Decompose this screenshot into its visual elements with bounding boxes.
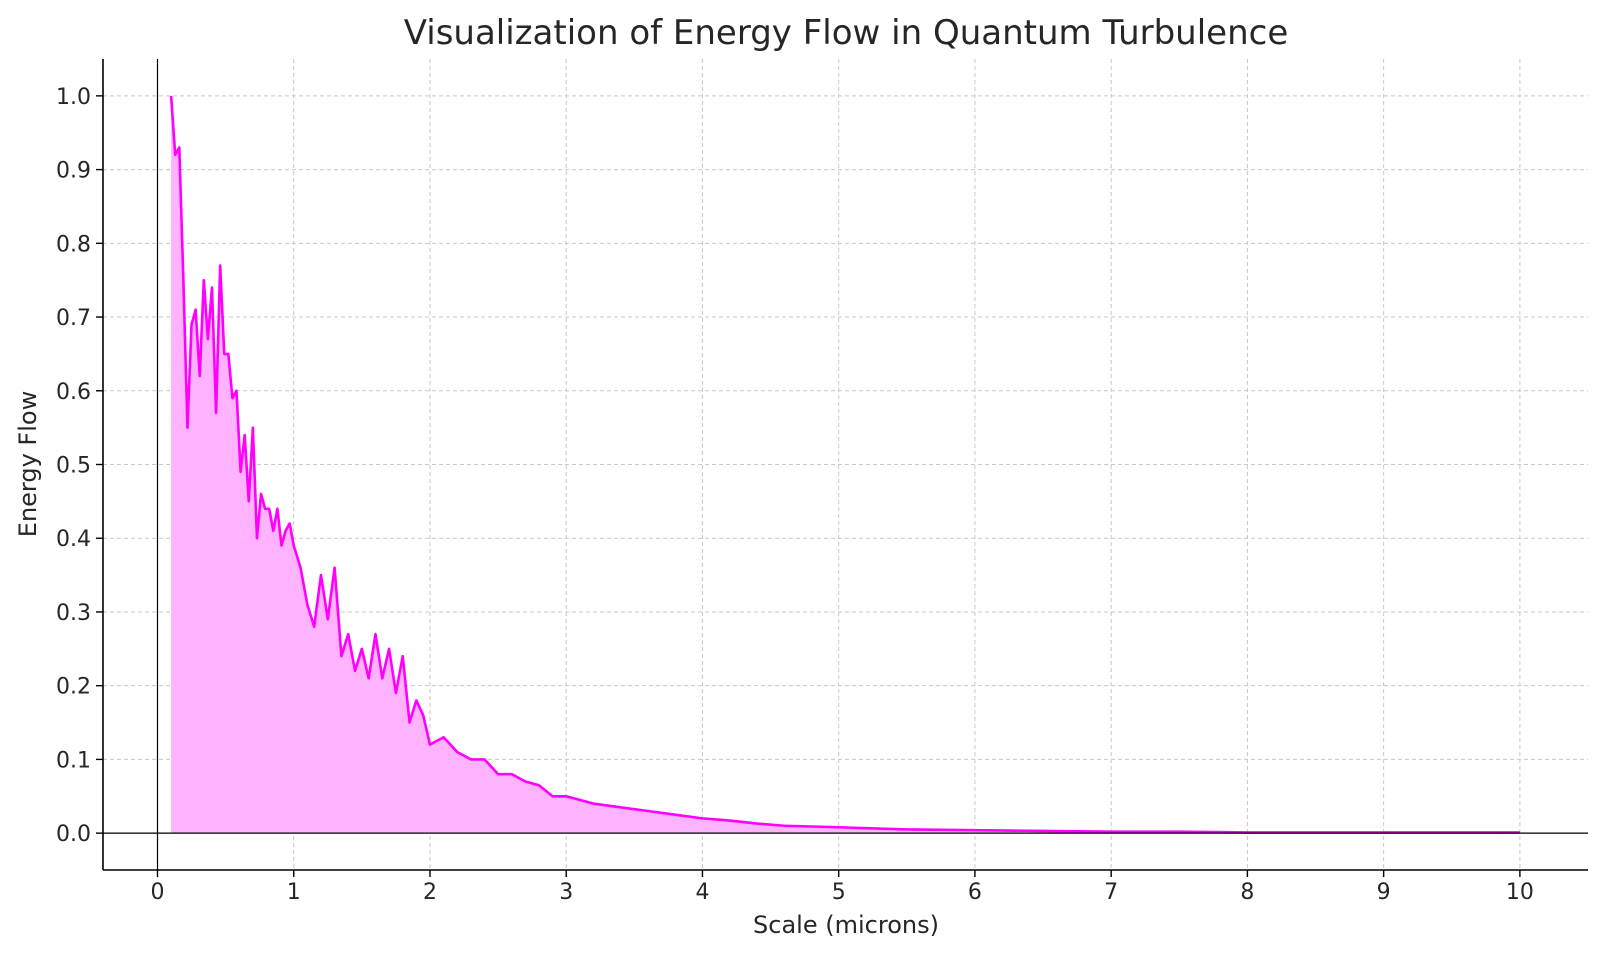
grid — [103, 59, 1588, 870]
x-tick-label-3: 3 — [559, 880, 573, 905]
x-tick-label-10: 10 — [1506, 880, 1534, 905]
y-tick-label-2: 0.2 — [56, 675, 91, 700]
y-tick-label-10: 1.0 — [56, 85, 91, 110]
x-tick-label-9: 9 — [1377, 880, 1391, 905]
x-tick-label-1: 1 — [287, 880, 301, 905]
area-fill-layer — [171, 95, 1520, 834]
x-axis-label: Scale (microns) — [753, 911, 939, 939]
x-tick-label-6: 6 — [968, 880, 982, 905]
x-axis-ticks: 0 1 2 3 4 5 6 7 8 9 10 — [150, 870, 1534, 905]
energy-series-line — [169, 95, 1520, 834]
x-tick-label-8: 8 — [1240, 880, 1254, 905]
y-tick-label-3: 0.3 — [56, 601, 91, 626]
y-axis-ticks: 0.0 0.1 0.2 0.3 0.4 0.5 0.6 0.7 0.8 0.9 1.0 — [56, 85, 103, 847]
y-tick-label-5: 0.5 — [56, 454, 91, 479]
x-tick-label-5: 5 — [832, 880, 846, 905]
y-axis-label: Energy Flow — [14, 391, 42, 537]
chart-title: Visualization of Energy Flow in Quantum … — [404, 13, 1289, 53]
y-tick-label-1: 0.1 — [56, 748, 91, 773]
y-tick-label-7: 0.7 — [56, 306, 91, 331]
energy-area-fill — [171, 95, 1520, 834]
y-tick-label-0: 0.0 — [56, 822, 91, 847]
x-tick-label-4: 4 — [695, 880, 709, 905]
x-tick-label-7: 7 — [1104, 880, 1118, 905]
y-tick-label-8: 0.8 — [56, 232, 91, 257]
y-tick-label-4: 0.4 — [56, 527, 91, 552]
x-tick-label-0: 0 — [150, 880, 164, 905]
y-tick-label-6: 0.6 — [56, 380, 91, 405]
series-line-layer — [169, 95, 1520, 834]
y-tick-label-9: 0.9 — [56, 159, 91, 184]
x-tick-label-2: 2 — [423, 880, 437, 905]
